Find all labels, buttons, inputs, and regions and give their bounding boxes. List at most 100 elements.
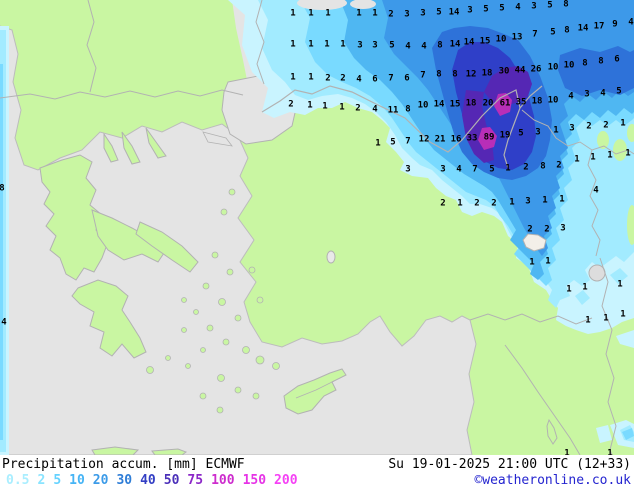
precip-value: 10	[496, 35, 507, 45]
precip-value: 19	[500, 131, 511, 141]
precip-value: 1	[559, 195, 564, 205]
precip-patch-0.5	[616, 330, 634, 348]
precip-value: 17	[594, 22, 605, 32]
precip-value: 8	[563, 0, 568, 10]
legend-value: 5	[53, 473, 62, 488]
lakes	[326, 233, 606, 445]
precip-value: 5	[489, 165, 494, 175]
precip-value: 8	[598, 57, 603, 67]
precip-value: 1	[620, 310, 625, 320]
precip-value: 8	[452, 70, 457, 80]
precip-value: 2	[325, 74, 330, 84]
precip-value: 3	[405, 165, 410, 175]
precip-value: 2	[491, 199, 496, 209]
precip-value: 2	[556, 161, 561, 171]
precip-value: 5	[436, 8, 441, 18]
precip-value: 7	[405, 137, 410, 147]
precip-band-50	[484, 66, 532, 106]
precip-value: 1	[290, 9, 295, 19]
precip-value: 1	[356, 9, 361, 19]
precip-value: 10	[418, 101, 429, 111]
precip-value: 7	[472, 165, 477, 175]
precip-value: 1	[509, 198, 514, 208]
dardanelles-strait	[202, 131, 233, 147]
precip-value: 3	[372, 41, 377, 51]
precip-value: 8	[564, 26, 569, 36]
copyright-link[interactable]: ©weatheronline.co.uk	[474, 473, 631, 488]
precip-value: 4	[1, 318, 7, 328]
precip-value: 4	[405, 42, 411, 52]
black-sea-coast	[261, 85, 521, 169]
precip-band-75	[478, 127, 497, 150]
precip-value: 4	[515, 3, 521, 13]
precip-value: 61	[500, 99, 511, 109]
precip-value: 35	[516, 98, 527, 108]
precip-value: 1	[325, 9, 330, 19]
precip-value: 4	[372, 105, 378, 115]
footer-row-1: Precipitation accum. [mm] ECMWF Su 19-01…	[0, 457, 634, 472]
precip-value: 8	[540, 162, 545, 172]
precip-value: 12	[419, 135, 430, 145]
precip-value: 1	[603, 314, 608, 324]
lake-van	[522, 233, 547, 252]
precip-value: 18	[532, 97, 543, 107]
precip-value: 5	[616, 87, 621, 97]
precip-value: 2	[603, 121, 608, 131]
precip-value: 1	[617, 280, 622, 290]
precip-value: 5	[518, 129, 523, 139]
precip-value: 2	[523, 163, 528, 173]
precip-value: 8	[0, 184, 5, 194]
precip-value: 4	[356, 75, 362, 85]
precip-value: 1	[290, 40, 295, 50]
precip-value: 1	[340, 40, 345, 50]
precip-value: 2	[527, 225, 532, 235]
precip-value: 1	[620, 119, 625, 129]
legend-value: 200	[274, 473, 298, 488]
land-gaps-east	[597, 124, 634, 245]
precip-value: 14	[450, 40, 461, 50]
footer-row-2: 0.5 2 5 10 20 30 40 50 75 100 150 200 ©weatheronlin…	[0, 473, 634, 489]
precip-value: 6	[372, 75, 377, 85]
precip-value: 1	[322, 102, 327, 112]
precip-value: 4	[421, 42, 427, 52]
precip-value: 1	[542, 196, 547, 206]
precip-value: 3	[535, 128, 540, 138]
cyprus-island	[283, 368, 347, 415]
precip-value: 3	[404, 10, 409, 20]
legend-value: 150	[242, 473, 267, 488]
precip-value: 16	[451, 135, 462, 145]
greece-landmass	[39, 127, 199, 455]
precip-value: 3	[357, 41, 362, 51]
precip-value: 1	[553, 126, 558, 136]
precip-value: 2	[440, 199, 445, 209]
precip-value: 7	[420, 71, 425, 81]
precip-value: 15	[450, 100, 461, 110]
precip-patch-0.5	[596, 425, 612, 443]
valid-time-label: Su 19-01-2025 21:00 UTC (12+33)	[388, 457, 631, 472]
precip-value: 26	[531, 65, 542, 75]
precip-value: 3	[560, 224, 565, 234]
precip-value: 33	[467, 134, 478, 144]
precip-value: 9	[612, 20, 617, 30]
precip-value: 1	[625, 149, 630, 159]
country-borders	[0, 0, 634, 455]
precip-value: 2	[586, 122, 591, 132]
precip-value-labels: 1 1 1 1 1 2 3 3 5 14 3 5 5 4 3 5 81 1 1 1 3 3 5 4 4 8 14 14 15 10 13 7 5…	[0, 0, 634, 455]
precip-value: 4	[456, 165, 462, 175]
precip-value: 13	[512, 33, 523, 43]
precip-value: 15	[480, 37, 491, 47]
legend-value: 30	[116, 473, 133, 488]
lake-tuz	[326, 250, 336, 264]
precip-value: 3	[440, 165, 445, 175]
precip-value: 5	[390, 138, 395, 148]
precip-value: 44	[515, 66, 526, 76]
legend-value: 100	[211, 473, 235, 488]
precip-value: 3	[467, 6, 472, 16]
precip-value: 1	[564, 449, 569, 456]
precip-value: 5	[389, 41, 394, 51]
legend-value: 40	[140, 473, 156, 488]
precip-patch-2	[575, 290, 590, 305]
precip-value: 6	[614, 55, 619, 65]
legend-value: 50	[163, 473, 180, 488]
